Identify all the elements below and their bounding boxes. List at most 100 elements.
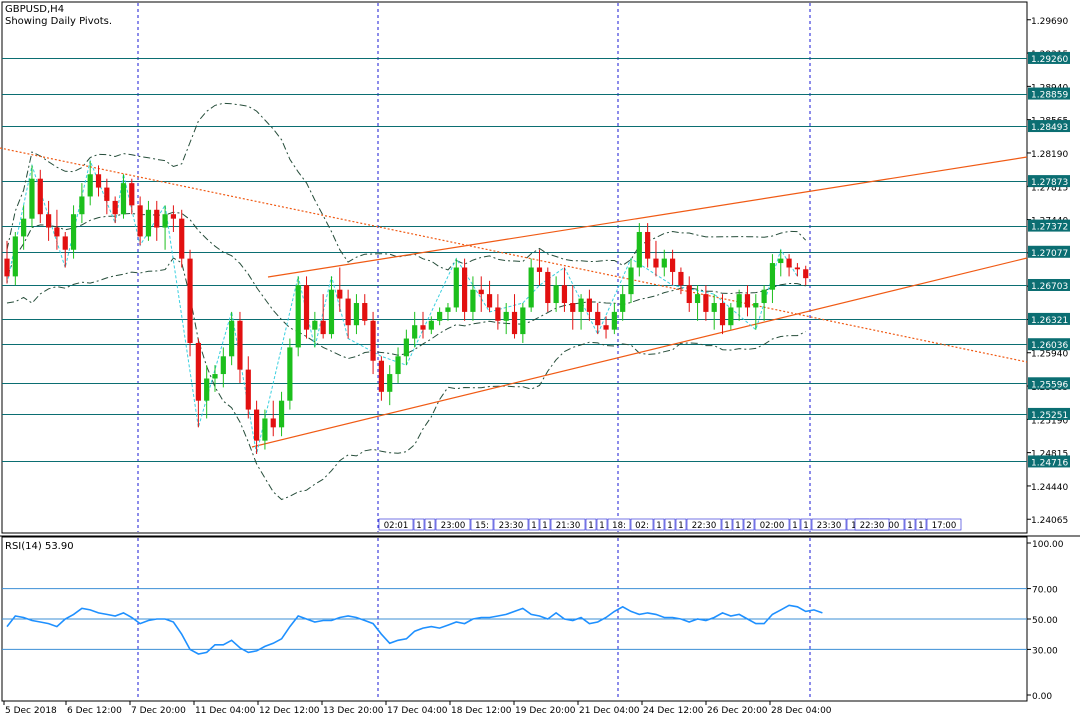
pivot-price-tag xyxy=(1028,120,1070,133)
channel-upper-line[interactable] xyxy=(267,156,1028,278)
candle-body xyxy=(145,209,152,237)
rsi-title: RSI(14) 53.90 xyxy=(5,541,74,552)
price-tick-label: 1.24065 xyxy=(1031,516,1068,526)
event-label-box xyxy=(904,518,916,531)
candle-body xyxy=(536,267,543,272)
candle xyxy=(195,338,201,428)
candle-body xyxy=(395,356,401,375)
candle-body xyxy=(254,409,260,441)
rsi-scale-label: 0.00 xyxy=(1032,692,1052,702)
candle xyxy=(670,249,676,286)
event-label: 1 xyxy=(735,521,740,531)
candle xyxy=(620,285,626,321)
candle-body xyxy=(578,298,584,312)
event-label: 23:00 xyxy=(441,521,466,531)
price-tick-label: 1.25190 xyxy=(1031,416,1068,426)
candle xyxy=(645,223,651,268)
candle xyxy=(262,409,268,450)
candle xyxy=(204,365,210,419)
candle-body xyxy=(486,294,493,308)
event-label-box xyxy=(854,518,890,531)
candle xyxy=(744,285,751,317)
candle-body xyxy=(495,307,501,321)
candle-body xyxy=(312,320,318,330)
candle-body xyxy=(137,205,143,237)
rsi-panel[interactable]: 100.00 70.00 50.00 30.00 0.00 xyxy=(1,536,1064,702)
pivot-price-tag xyxy=(1028,455,1070,468)
rsi-level-lines xyxy=(2,588,1027,650)
price-tick-label: 1.25940 xyxy=(1031,350,1068,360)
rsi-scale-axis: 100.00 70.00 50.00 30.00 0.00 xyxy=(1027,540,1064,702)
candle-body xyxy=(295,285,301,348)
candle xyxy=(445,303,451,321)
descending-trendline[interactable] xyxy=(0,147,1028,363)
pivot-price-label: 1.26036 xyxy=(1031,341,1068,351)
candle xyxy=(362,294,368,326)
candle-body xyxy=(328,289,335,335)
candle xyxy=(778,249,784,277)
candle-body xyxy=(545,271,551,304)
candle-body xyxy=(520,307,526,335)
candle xyxy=(137,196,143,246)
candle xyxy=(46,200,52,241)
candle-body xyxy=(670,258,676,272)
candle-body xyxy=(237,320,243,370)
candle-body xyxy=(761,289,767,304)
pivot-price-label: 1.25251 xyxy=(1031,411,1068,421)
event-label-box xyxy=(550,518,586,531)
time-axis-label: 5 Dec 2018 xyxy=(5,706,57,716)
event-label-box xyxy=(585,518,597,531)
candle xyxy=(803,265,809,286)
candle xyxy=(420,311,426,339)
candle xyxy=(437,307,443,326)
pivot-price-label: 1.25596 xyxy=(1031,380,1068,390)
channel-lower-line[interactable] xyxy=(251,257,1028,448)
candle-body xyxy=(753,303,759,308)
candle-body xyxy=(412,325,418,339)
price-axis[interactable]: 1.296901.293151.289401.285651.281901.278… xyxy=(1027,17,1070,526)
event-label: 1 xyxy=(724,521,729,531)
event-label: 1 xyxy=(542,521,547,531)
candle-body xyxy=(786,258,792,268)
candle-body xyxy=(437,311,443,321)
candle-body xyxy=(445,307,451,312)
event-label-box xyxy=(675,518,687,531)
candle-body xyxy=(803,269,809,279)
candle xyxy=(12,231,18,286)
candle-body xyxy=(270,418,276,428)
event-label-box xyxy=(789,518,801,531)
event-label: 2 xyxy=(746,521,751,531)
candle-body xyxy=(46,214,52,228)
trend-lines[interactable] xyxy=(0,147,1028,448)
candle-body xyxy=(736,294,742,308)
candle xyxy=(37,169,43,224)
event-label: 22:30 xyxy=(692,521,717,531)
price-tick-label: 1.29690 xyxy=(1031,17,1068,27)
event-label: 1 xyxy=(531,521,536,531)
price-panel[interactable]: 02:01 1 1 23:00 15: 23:30 1 1 21:30 1 1 18: 02: 1 1 1 22… xyxy=(0,1,1070,534)
candle-body xyxy=(220,356,226,375)
event-label-box xyxy=(811,518,847,531)
time-axis[interactable]: 5 Dec 2018 6 Dec 12:00 7 Dec 20:00 11 Dec 0… xyxy=(3,701,832,716)
candle xyxy=(728,303,734,330)
candle-body xyxy=(703,294,709,312)
candle-body xyxy=(179,218,185,259)
event-label-box xyxy=(493,518,529,531)
candle-body xyxy=(686,285,692,304)
candle xyxy=(370,311,376,375)
candle xyxy=(719,294,726,335)
candle xyxy=(470,276,476,321)
candle-body xyxy=(769,263,776,290)
candle xyxy=(278,391,285,437)
price-panel-border xyxy=(1,1,1028,534)
candle-body xyxy=(262,418,268,441)
candle-body xyxy=(636,231,642,268)
pivot-price-label: 1.24716 xyxy=(1031,458,1068,468)
candle xyxy=(387,365,393,406)
event-label: 22:30 xyxy=(860,521,885,531)
candle xyxy=(528,258,534,312)
candle-body xyxy=(129,183,135,206)
pivot-price-tag xyxy=(1028,245,1070,258)
